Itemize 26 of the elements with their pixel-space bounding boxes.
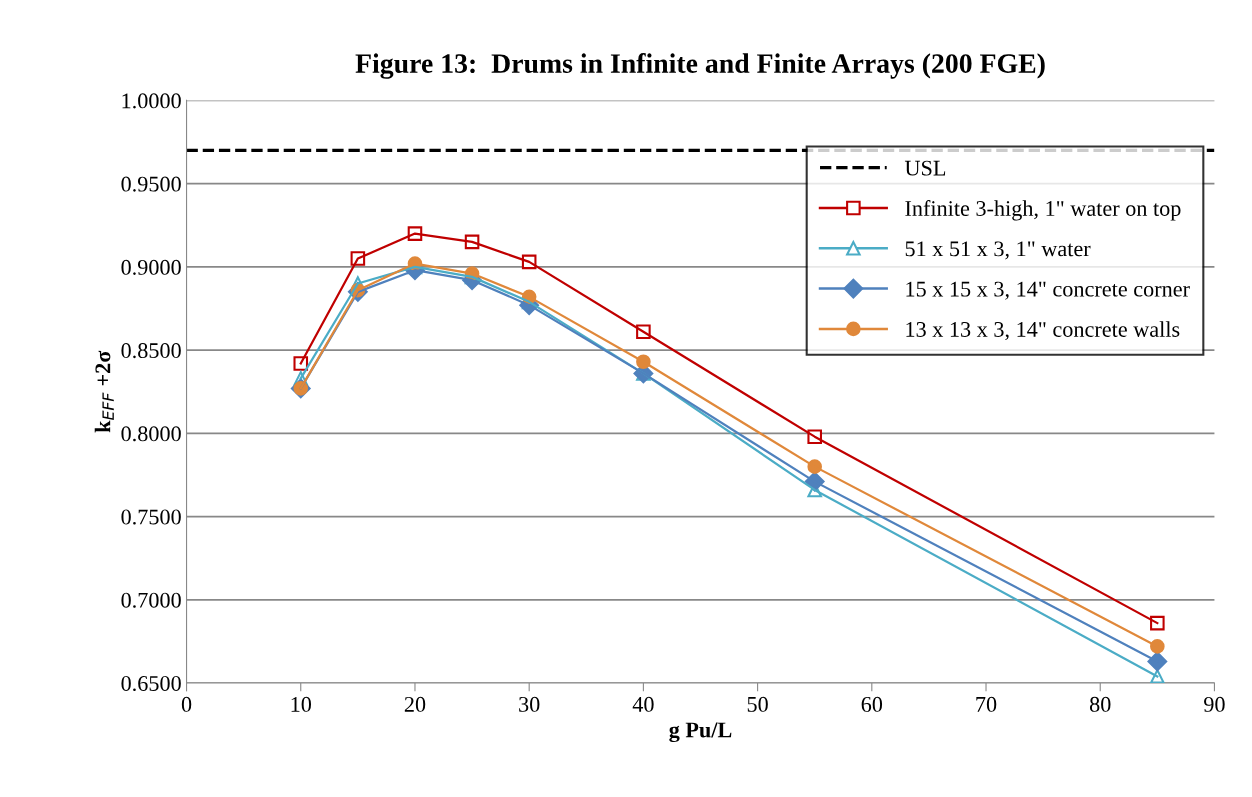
legend-label: 51 x 51 x 3, 1" water xyxy=(905,241,1091,260)
x-tick-label: 80 xyxy=(1089,696,1111,712)
y-tick-label: 0.9000 xyxy=(121,259,181,275)
x-tick-label: 70 xyxy=(976,696,997,712)
x-tick-label: 20 xyxy=(404,696,426,712)
x-tick-label: 0 xyxy=(181,696,192,712)
legend-label: 15 x 15 x 3, 14" concrete corner xyxy=(906,281,1190,300)
legend-label: Infinite 3-high, 1" water on top xyxy=(905,200,1181,221)
x-tick-label: 90 xyxy=(1204,696,1225,712)
y-axis-title: k$_{EFF}$ +2σ xyxy=(94,350,114,433)
y-tick-label: 0.7000 xyxy=(121,592,181,608)
ref-line-label: USL xyxy=(904,160,946,176)
chart-title: Figure 13: Drums in Infinite and Finite Arrays (200 FGE) xyxy=(355,53,1045,79)
x-axis-title: g Pu/L xyxy=(669,722,732,743)
y-tick-label: 1.0000 xyxy=(122,93,181,109)
y-tick-label: 0.7500 xyxy=(121,509,181,525)
x-tick-label: 60 xyxy=(861,696,883,712)
y-tick-label: 0.8000 xyxy=(121,426,181,442)
x-tick-label: 30 xyxy=(519,696,540,712)
legend-label: 13 x 13 x 3, 14" concrete walls xyxy=(906,321,1180,341)
x-tick-label: 40 xyxy=(632,696,654,712)
y-tick-label: 0.8500 xyxy=(121,343,181,359)
y-tick-label: 0.6500 xyxy=(121,675,181,692)
x-tick-label: 10 xyxy=(291,696,312,712)
x-tick-label: 50 xyxy=(747,696,768,712)
y-tick-label: 0.9500 xyxy=(121,176,181,192)
